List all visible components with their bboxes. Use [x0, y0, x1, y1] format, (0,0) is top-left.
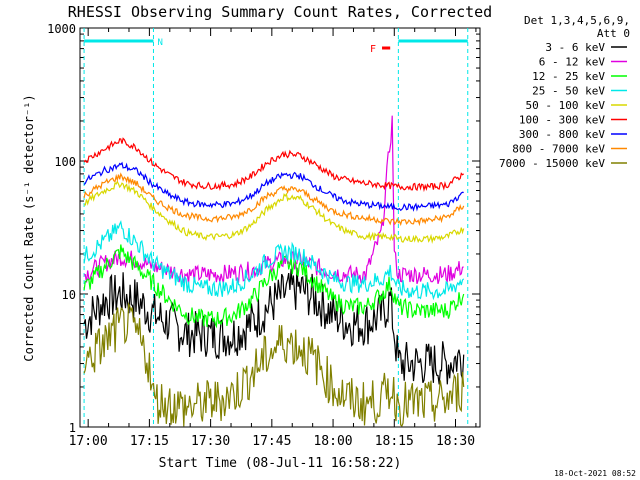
x-tick-label: 18:15 [375, 434, 414, 449]
y-tick-label: 10 [62, 288, 76, 302]
series-line-7000to15000kev [83, 302, 465, 427]
legend-entry-label: 7000 - 15000 keV [499, 157, 605, 170]
annotations-layer: NF [83, 28, 469, 427]
x-tick-label: 17:45 [252, 434, 291, 449]
series-line-300to800kev [83, 161, 464, 212]
chart-title: RHESSI Observing Summary Count Rates, Co… [68, 3, 492, 21]
y-tick-label: 1 [69, 421, 76, 435]
legend-entry-label: 12 - 25 keV [532, 70, 605, 83]
x-tick-label: 18:30 [436, 434, 475, 449]
footer-timestamp: 18-Oct-2021 08:52 [554, 469, 636, 478]
series-line-25to50kev [83, 220, 465, 301]
legend-entry-label: 800 - 7000 keV [512, 143, 605, 156]
plot-frame [79, 27, 481, 428]
x-tick-label: 18:00 [313, 434, 352, 449]
x-tick-label: 17:30 [191, 434, 230, 449]
flare-label: F [370, 44, 376, 55]
series-line-100to300kev [83, 137, 465, 193]
y-tick-label: 1000 [47, 22, 76, 36]
series-line-3to6kev [83, 267, 465, 385]
series-line-12to25kev [83, 244, 465, 329]
legend-entry-label: 100 - 300 keV [519, 114, 605, 127]
axes: 1 10 100 1000 17:00 17:15 17:30 17:45 18:00 18:15… [47, 22, 481, 449]
x-tick-label: 17:00 [69, 434, 108, 449]
legend: Det 1,3,4,5,6,9,Att 03 - 6 keV 6 - 12 keV… [499, 14, 630, 170]
legend-header: Att 0 [597, 27, 630, 40]
series-line-6to12kev [84, 115, 464, 284]
legend-entry-label: 300 - 800 keV [519, 128, 605, 141]
series-layer [83, 115, 465, 427]
legend-entry-label: 50 - 100 keV [526, 99, 606, 112]
series-line-800to7000kev [83, 172, 465, 227]
night-label: N [157, 38, 162, 48]
x-axis-label: Start Time (08-Jul-11 16:58:22) [159, 456, 402, 471]
y-axis-label: Corrected Count Rate (s⁻¹ detector⁻¹) [22, 94, 36, 361]
series-line-50to100kev [84, 180, 465, 244]
x-tick-label: 17:15 [130, 434, 169, 449]
legend-entry-label: 25 - 50 keV [532, 85, 605, 98]
y-tick-label: 100 [54, 155, 76, 169]
legend-entry-label: 6 - 12 keV [539, 56, 606, 69]
legend-entry-label: 3 - 6 keV [545, 41, 605, 54]
legend-header: Det 1,3,4,5,6,9, [524, 14, 630, 27]
